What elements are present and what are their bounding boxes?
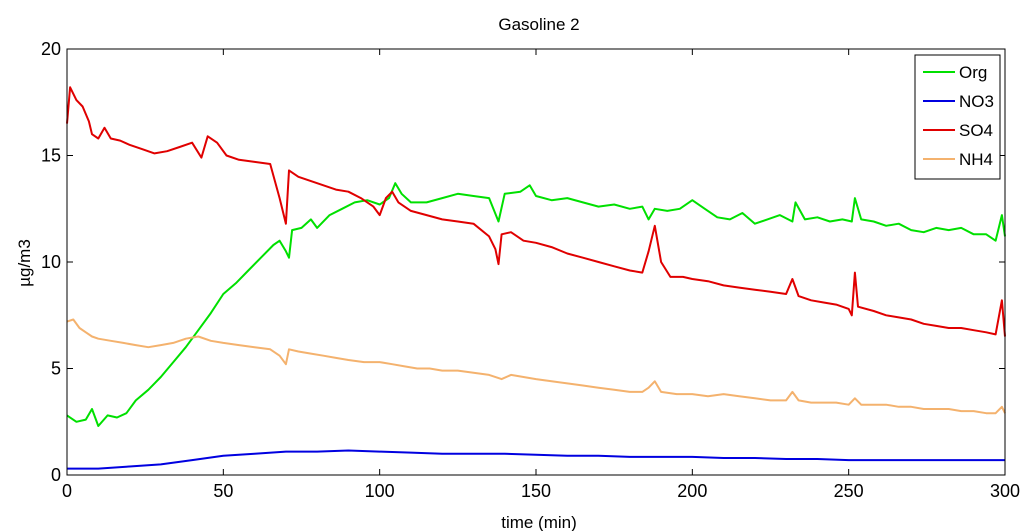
legend-label-so4: SO4 — [959, 121, 993, 140]
series-line-nh4 — [66, 318, 1006, 415]
series-line-no3 — [67, 449, 1005, 470]
series-line-so4 — [66, 86, 1006, 337]
legend-label-no3: NO3 — [959, 92, 994, 111]
x-tick-label: 100 — [365, 481, 395, 501]
x-tick-label: 50 — [213, 481, 233, 501]
y-axis-label: µg/m3 — [15, 239, 34, 287]
x-tick-label: 0 — [62, 481, 72, 501]
x-tick-label: 250 — [834, 481, 864, 501]
x-axis-label: time (min) — [501, 513, 577, 531]
x-tick-label: 150 — [521, 481, 551, 501]
chart-title: Gasoline 2 — [498, 15, 579, 34]
y-tick-label: 5 — [51, 359, 61, 379]
series-layer — [66, 86, 1006, 470]
y-tick-label: 10 — [41, 252, 61, 272]
x-tick-label: 200 — [677, 481, 707, 501]
legend-label-org: Org — [959, 63, 987, 82]
legend-label-nh4: NH4 — [959, 150, 993, 169]
series-line-org — [66, 182, 1006, 427]
axis-ticks: 0 50 100 150 200 250 300 0 5 10 15 20 — [41, 39, 1020, 501]
legend: Org NO3 SO4 NH4 — [914, 54, 1001, 180]
y-tick-label: 20 — [41, 39, 61, 59]
y-tick-label: 15 — [41, 146, 61, 166]
plot-area-frame — [66, 48, 1006, 476]
y-tick-label: 0 — [51, 465, 61, 485]
x-tick-label: 300 — [990, 481, 1020, 501]
